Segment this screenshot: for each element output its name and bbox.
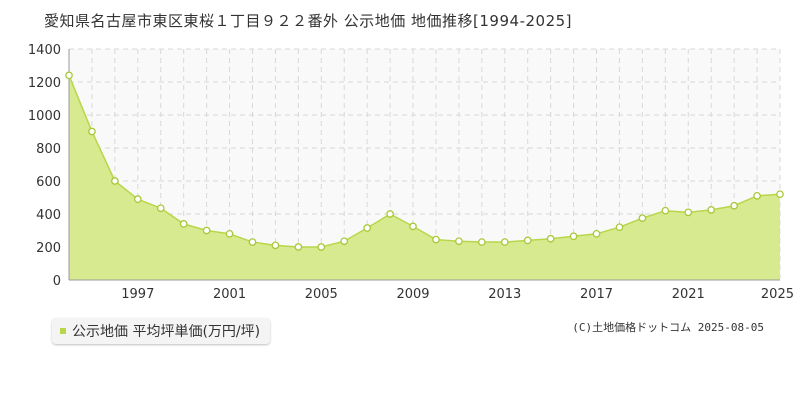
x-tick-labels: 1997 2001 2005 2009 2013 2017 2021 2025	[121, 287, 794, 302]
y-tick-labels: 0 200 400 600 800 1000 1200 1400	[28, 43, 61, 289]
y-tick-label: 600	[36, 175, 61, 190]
data-point	[546, 234, 555, 243]
data-point	[271, 241, 280, 250]
data-point	[432, 235, 440, 244]
data-point	[65, 71, 73, 80]
data-point	[340, 237, 349, 246]
data-point	[133, 195, 142, 203]
data-point	[111, 177, 119, 185]
data-point	[202, 226, 211, 235]
data-point	[776, 190, 784, 199]
data-point	[500, 238, 509, 246]
data-point	[592, 229, 601, 238]
x-tick-label: 2009	[396, 287, 429, 302]
y-tick-label: 400	[36, 208, 61, 223]
x-tick-label: 2021	[672, 287, 705, 302]
credit-text: (C)土地価格ドットコム 2025-08-05	[572, 321, 764, 334]
data-point	[386, 210, 394, 218]
x-tick-label: 2005	[305, 287, 338, 302]
y-tick-label: 800	[36, 142, 61, 157]
data-point	[363, 224, 372, 232]
y-tick-label: 1200	[28, 76, 61, 91]
data-point	[661, 206, 670, 215]
data-point	[684, 208, 693, 217]
x-tick-label: 2001	[213, 287, 246, 302]
data-point	[248, 238, 257, 246]
data-point	[88, 127, 96, 136]
data-point	[179, 220, 188, 228]
data-point	[753, 192, 761, 200]
data-point	[294, 243, 303, 251]
data-point	[615, 223, 624, 232]
y-tick-label: 1000	[28, 109, 61, 124]
axes	[68, 49, 780, 281]
data-point	[317, 243, 326, 251]
legend-swatch	[60, 328, 66, 334]
y-tick-label: 200	[36, 241, 61, 256]
x-tick-label: 2025	[761, 287, 794, 302]
x-tick-label: 2017	[580, 287, 613, 302]
data-points	[65, 71, 784, 251]
y-tick-label: 0	[53, 274, 61, 289]
data-point	[707, 206, 716, 214]
x-tick-label: 2013	[488, 287, 521, 302]
data-point	[638, 214, 647, 222]
chart-title: 愛知県名古屋市東区東桜１丁目９２２番外 公示地価 地価推移[1994-2025]	[44, 12, 573, 30]
legend-label: 公示地価 平均坪単価(万円/坪)	[72, 324, 261, 340]
data-point	[225, 229, 234, 238]
data-point	[569, 232, 578, 241]
x-tick-label: 1997	[121, 287, 154, 302]
series-line	[68, 75, 781, 248]
data-point	[523, 236, 532, 245]
area-fill	[69, 75, 780, 281]
data-point	[156, 204, 165, 213]
data-point	[730, 201, 738, 210]
data-point	[455, 237, 463, 246]
area-series	[68, 75, 781, 281]
data-point	[477, 238, 486, 246]
legend: 公示地価 平均坪単価(万円/坪)	[52, 318, 271, 344]
y-tick-label: 1400	[28, 43, 61, 58]
data-point	[409, 222, 417, 231]
